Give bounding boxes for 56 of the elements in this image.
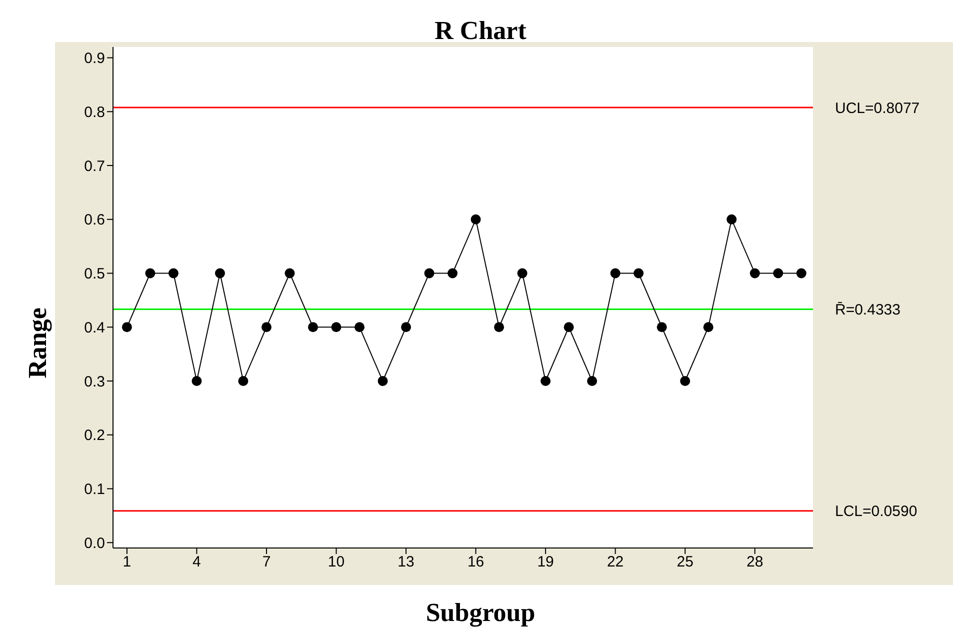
y-tick-label: 0.5: [84, 266, 105, 283]
point: [750, 268, 760, 278]
point: [540, 376, 551, 386]
ref-line-label: R̄=0.4333: [835, 302, 900, 319]
x-tick-label: 10: [328, 554, 345, 571]
x-tick-label: 28: [746, 554, 764, 571]
chart-title: R Chart: [434, 16, 528, 46]
y-tick-label: 0.8: [84, 104, 105, 121]
point: [703, 322, 714, 332]
point: [308, 322, 318, 332]
point: [470, 214, 481, 224]
x-tick-label: 22: [606, 554, 624, 571]
x-tick-label: 19: [537, 554, 554, 571]
point: [726, 214, 737, 224]
y-tick-label: 0.7: [84, 158, 105, 175]
x-tick-label: 13: [398, 554, 414, 571]
point: [517, 268, 528, 278]
x-tick-label: 1: [122, 554, 132, 571]
x-tick-label: 25: [676, 554, 694, 571]
y-tick-label: 0.0: [84, 534, 105, 552]
y-axis-title: Range: [23, 306, 53, 380]
y-tick-label: 0.2: [84, 427, 105, 444]
point: [378, 376, 388, 386]
point: [354, 322, 365, 332]
point: [214, 268, 225, 278]
ref-line-label: UCL=0.8077: [835, 100, 920, 117]
y-tick-label: 0.1: [84, 481, 105, 498]
point: [192, 376, 202, 386]
point: [680, 376, 690, 386]
y-tick-label: 0.9: [84, 50, 105, 68]
point: [238, 376, 248, 386]
ref-line-label: LCL=0.0590: [835, 503, 918, 520]
y-tick-label: 0.3: [84, 373, 105, 390]
point: [587, 376, 598, 386]
x-tick-label: 16: [467, 554, 484, 571]
point: [656, 322, 667, 332]
x-axis-title: Subgroup: [424, 598, 536, 628]
x-tick-label: 7: [262, 554, 271, 571]
point: [773, 268, 784, 278]
y-tick-label: 0.6: [84, 212, 105, 229]
point: [634, 268, 644, 278]
point: [796, 268, 806, 278]
point: [564, 322, 574, 332]
point: [401, 322, 412, 332]
y-tick-label: 0.4: [84, 319, 105, 336]
point: [261, 322, 272, 332]
point: [145, 268, 156, 278]
point: [610, 268, 620, 278]
point: [168, 268, 178, 278]
point: [448, 268, 458, 278]
point: [331, 322, 342, 332]
point: [494, 322, 504, 332]
x-tick-label: 4: [192, 554, 201, 571]
point: [284, 268, 295, 278]
point: [424, 268, 434, 278]
point: [122, 322, 132, 332]
